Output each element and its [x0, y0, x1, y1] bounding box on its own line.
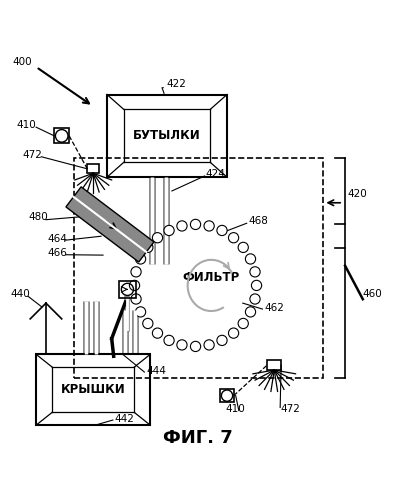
Circle shape — [228, 232, 239, 243]
Text: 420: 420 — [347, 189, 367, 199]
Text: 442: 442 — [115, 414, 135, 424]
Bar — [267, 360, 281, 370]
Circle shape — [130, 280, 140, 290]
Text: 400: 400 — [13, 57, 32, 67]
Circle shape — [164, 226, 174, 235]
Circle shape — [131, 266, 141, 277]
Bar — [54, 128, 69, 144]
Circle shape — [217, 226, 227, 235]
Text: 462: 462 — [264, 303, 284, 313]
Circle shape — [143, 242, 153, 252]
Text: 480: 480 — [28, 212, 48, 222]
Circle shape — [190, 220, 201, 230]
Text: 472: 472 — [23, 150, 42, 160]
Text: 440: 440 — [11, 289, 30, 299]
Text: 472: 472 — [280, 404, 300, 414]
Circle shape — [250, 266, 260, 277]
Circle shape — [152, 232, 163, 243]
Circle shape — [204, 221, 214, 231]
Circle shape — [152, 328, 163, 338]
Text: 424: 424 — [205, 169, 225, 179]
Circle shape — [204, 340, 214, 350]
Circle shape — [238, 318, 248, 328]
Circle shape — [245, 254, 256, 264]
Polygon shape — [66, 187, 154, 262]
Text: 422: 422 — [166, 78, 186, 88]
Circle shape — [177, 221, 187, 231]
Circle shape — [245, 307, 256, 317]
Text: 410: 410 — [17, 120, 36, 130]
Text: КРЫШКИ: КРЫШКИ — [61, 383, 126, 396]
Circle shape — [164, 336, 174, 345]
Text: 460: 460 — [363, 289, 383, 299]
Circle shape — [143, 318, 153, 328]
Circle shape — [131, 294, 141, 304]
Text: 466: 466 — [48, 248, 68, 258]
Text: ФИЛЬТР: ФИЛЬТР — [182, 271, 240, 284]
Circle shape — [238, 242, 248, 252]
Circle shape — [177, 340, 187, 350]
Text: 468: 468 — [249, 216, 269, 226]
Circle shape — [228, 328, 239, 338]
Circle shape — [252, 280, 261, 290]
Circle shape — [190, 342, 201, 351]
Circle shape — [135, 254, 146, 264]
Circle shape — [217, 336, 227, 345]
Bar — [220, 389, 234, 402]
Circle shape — [250, 294, 260, 304]
Text: БУТЫЛКИ: БУТЫЛКИ — [133, 130, 201, 142]
Text: 444: 444 — [146, 366, 166, 376]
Circle shape — [135, 307, 146, 317]
Text: ФИГ. 7: ФИГ. 7 — [163, 429, 232, 447]
Text: 464: 464 — [48, 234, 68, 244]
Bar — [119, 280, 136, 298]
Bar — [87, 164, 99, 173]
Text: 410: 410 — [225, 404, 245, 414]
